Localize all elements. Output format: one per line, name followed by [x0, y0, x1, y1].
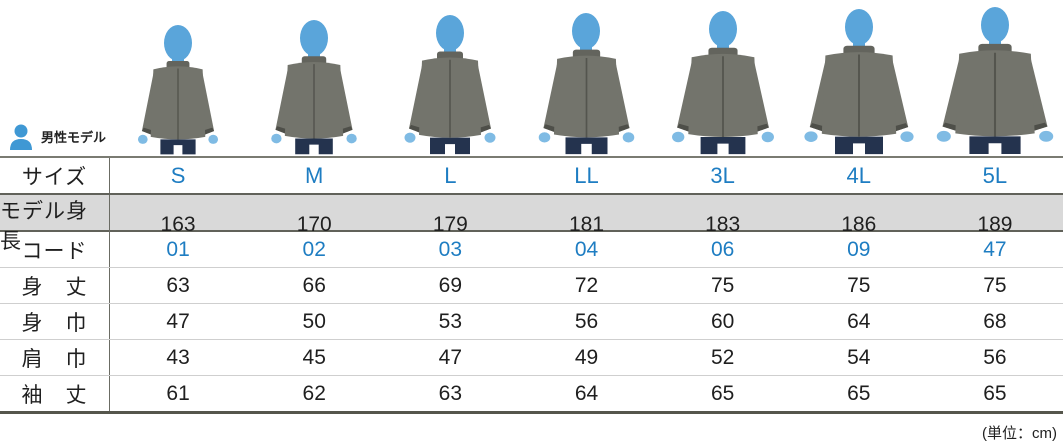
row-model-height: モデル身長 163 170 179 181 183 186 189	[0, 195, 1063, 255]
model-photo-strip: 男性モデル	[0, 0, 1063, 158]
row-header-body-length: 身 丈	[0, 268, 110, 303]
body-width-cell: 56	[574, 309, 599, 333]
sleeve-length-cell: 65	[847, 381, 871, 405]
row-header-code: コード	[0, 232, 110, 267]
shoulder-width-cell: 49	[574, 345, 599, 369]
body-length-cell: 63	[166, 273, 190, 297]
sleeve-length-cell: 64	[574, 381, 599, 405]
model-height-cell: 189	[977, 213, 1013, 236]
sleeve-length-cell: 62	[302, 381, 326, 405]
shoulder-width-cell: 47	[438, 345, 463, 369]
body-width-cell: 53	[438, 309, 463, 333]
code-cell: 09	[847, 237, 871, 261]
row-body-width: 身 巾 47 50 53 56 60 64 68	[0, 304, 1063, 340]
sleeve-length-cell: 65	[983, 381, 1007, 405]
model-legend: 男性モデル	[8, 123, 106, 150]
model-photo-3l	[655, 0, 791, 156]
row-header-body-width: 身 巾	[0, 304, 110, 339]
size-cell: M	[305, 162, 324, 188]
code-cell: 01	[166, 237, 190, 261]
code-cell: 03	[438, 237, 463, 261]
model-height-cell: 183	[705, 213, 741, 236]
row-shoulder-width: 肩 巾 43 45 47 49 52 54 56	[0, 340, 1063, 376]
row-size: サイズ S M L LL 3L 4L 5L	[0, 158, 1063, 195]
sleeve-length-cell: 63	[438, 381, 463, 405]
model-photo-5l	[927, 0, 1063, 156]
row-header-model-height: モデル身長	[0, 195, 110, 255]
row-header-shoulder-width: 肩 巾	[0, 340, 110, 375]
body-length-cell: 66	[302, 273, 326, 297]
model-legend-label: 男性モデル	[41, 130, 107, 145]
shoulder-width-cell: 45	[302, 345, 326, 369]
model-height-cell: 186	[841, 213, 877, 236]
model-height-cell: 181	[568, 213, 605, 236]
body-width-cell: 68	[983, 309, 1007, 333]
row-header-size: サイズ	[0, 158, 110, 193]
row-code: コード 01 02 03 04 06 09 47	[0, 232, 1063, 268]
body-width-cell: 64	[847, 309, 871, 333]
size-cell: 3L	[710, 162, 735, 188]
code-cell: 02	[302, 237, 326, 261]
body-length-cell: 72	[574, 273, 599, 297]
code-cell: 04	[574, 237, 599, 261]
model-height-cell: 163	[160, 213, 196, 236]
model-photo-ll	[518, 0, 654, 156]
body-length-cell: 69	[438, 273, 463, 297]
model-height-cell: 179	[432, 213, 468, 236]
model-photo-l	[382, 0, 518, 156]
size-spec-table: サイズ S M L LL 3L 4L 5L モデル身長 163 170 179 …	[0, 158, 1063, 414]
model-photo-4l	[791, 0, 927, 156]
shoulder-width-cell: 54	[847, 345, 871, 369]
sleeve-length-cell: 65	[710, 381, 735, 405]
code-cell: 47	[983, 237, 1007, 261]
body-width-cell: 50	[302, 309, 326, 333]
row-sleeve-length: 袖 丈 61 62 63 64 65 65 65	[0, 376, 1063, 414]
model-photo-s	[110, 0, 246, 156]
body-length-cell: 75	[983, 273, 1007, 297]
body-width-cell: 47	[166, 309, 190, 333]
size-cell: L	[444, 162, 457, 188]
size-cell: S	[170, 162, 186, 188]
size-cell: 4L	[846, 162, 872, 188]
body-width-cell: 60	[710, 309, 735, 333]
shoulder-width-cell: 52	[710, 345, 735, 369]
shoulder-width-cell: 56	[983, 345, 1007, 369]
size-cell: LL	[574, 162, 599, 188]
row-header-sleeve-length: 袖 丈	[0, 376, 110, 411]
male-model-icon	[10, 124, 32, 150]
body-length-cell: 75	[710, 273, 735, 297]
model-height-cell: 170	[296, 213, 332, 236]
sleeve-length-cell: 61	[166, 381, 190, 405]
model-photo-m	[246, 0, 382, 156]
code-cell: 06	[710, 237, 735, 261]
unit-note: (単位：cm)	[982, 425, 1057, 442]
row-body-length: 身 丈 63 66 69 72 75 75 75	[0, 268, 1063, 304]
size-cell: 5L	[982, 162, 1008, 188]
body-length-cell: 75	[847, 273, 871, 297]
model-photos	[110, 0, 1063, 156]
shoulder-width-cell: 43	[166, 345, 190, 369]
